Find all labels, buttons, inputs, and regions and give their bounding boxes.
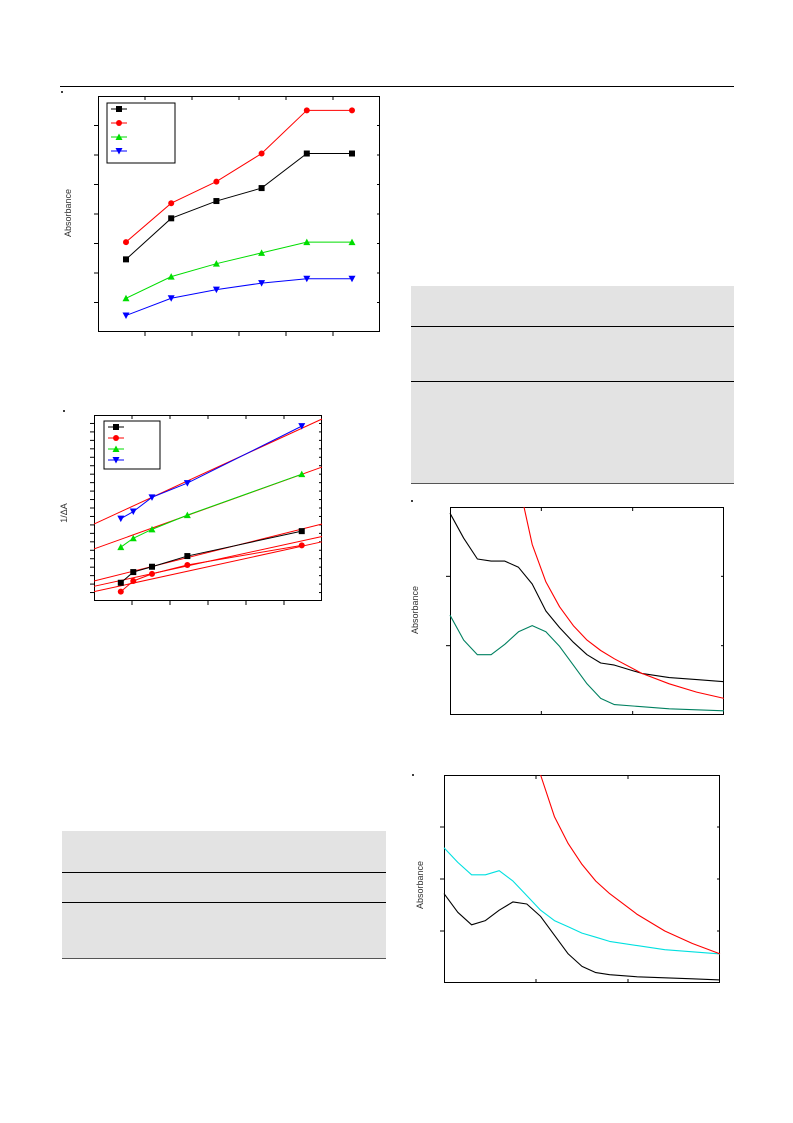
series-2-point [303,238,311,246]
series-0-point [130,569,137,576]
series-3-point [129,508,137,516]
figure-2-chart [90,415,323,605]
legend-marker [116,106,122,112]
series-3-point [167,295,175,302]
series-1-point [213,178,220,185]
series-2-point [212,260,220,267]
series-0-curve [443,847,721,955]
series-1-point [258,150,265,157]
legend-box [103,420,161,470]
legend-marker [113,424,119,430]
figure-1-chart [94,96,380,336]
series-1-point [117,588,124,595]
table-2-rule-bottom [62,958,386,959]
series-3-point [258,280,266,287]
table-2-rule-mid [62,902,386,903]
series-0-point [213,198,220,205]
series-0-point [168,215,175,222]
legend-marker [115,148,123,155]
figure-4-chart [440,774,721,983]
series-0-curve [449,512,725,683]
series-1-point [298,542,305,549]
plot-frame [450,507,724,715]
plot-frame [444,775,720,983]
figure-2-corner-mark [63,410,65,412]
series-1-point [123,239,129,246]
series-1-point [349,107,355,114]
series-1-point [303,107,310,114]
series-3-point [212,286,220,294]
table-1-rule-mid [411,381,734,382]
series-1-curve [540,774,721,955]
series-0-point [184,553,191,560]
fit-line-0 [93,523,323,582]
table-1-rule-top [411,326,734,327]
series-0-point [123,256,129,263]
table-2-rule-top [62,872,386,873]
legend-marker [112,457,120,464]
series-2-point [129,534,137,542]
series-2-point [167,273,175,280]
legend-marker [112,445,120,452]
series-2-point [117,543,125,551]
series-2-point [183,511,191,519]
series-0-point [149,563,155,570]
fit-line-1 [93,541,323,593]
series-3-point [122,312,130,320]
series-1-line [125,109,352,243]
series-3-point [117,515,125,523]
series-0-point [258,185,265,192]
figure-3-chart [446,506,725,715]
figure-2-ylabel: 1/ΔA [59,503,69,523]
series-0-point [117,579,124,586]
legend-marker [116,120,122,126]
table-1-rule-bottom [411,483,734,484]
series-2-curve [449,614,725,712]
figure-3-corner-mark [411,500,413,502]
header-rule [60,86,734,87]
series-1-point [130,577,137,584]
series-3-point [348,275,356,283]
series-3-point [298,423,306,430]
series-2-point [148,525,156,533]
series-0-point [349,150,355,157]
series-0-point [298,528,305,535]
series-2-point [258,249,266,256]
series-3-point [148,494,156,501]
fit-line-4 [93,418,323,525]
legend-marker [113,435,119,441]
figure-3-ylabel: Absorbance [410,585,420,635]
table-2-body [62,831,386,959]
series-1-point [184,561,191,568]
series-1-curve [523,506,725,699]
series-2-point [348,238,356,246]
series-0-line [125,153,352,260]
series-3-point [183,480,191,487]
figure-1-corner-mark [61,91,63,93]
series-1-point [149,570,155,577]
figure-1-ylabel: Absorbance [63,188,73,238]
series-3-line [125,278,352,316]
series-2-point [298,470,306,478]
series-2-point [122,294,130,302]
series-3-point [303,275,311,283]
figure-4-corner-mark [412,774,414,776]
series-2-line [125,241,352,299]
table-1-body [411,286,734,484]
series-0-point [303,150,310,157]
series-1-point [168,200,175,207]
figure-4-ylabel: Absorbance [415,860,425,910]
legend-marker [115,133,123,140]
series-2-curve [443,893,721,981]
